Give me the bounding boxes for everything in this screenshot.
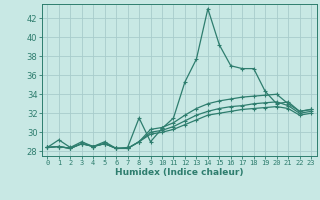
X-axis label: Humidex (Indice chaleur): Humidex (Indice chaleur) (115, 168, 244, 177)
